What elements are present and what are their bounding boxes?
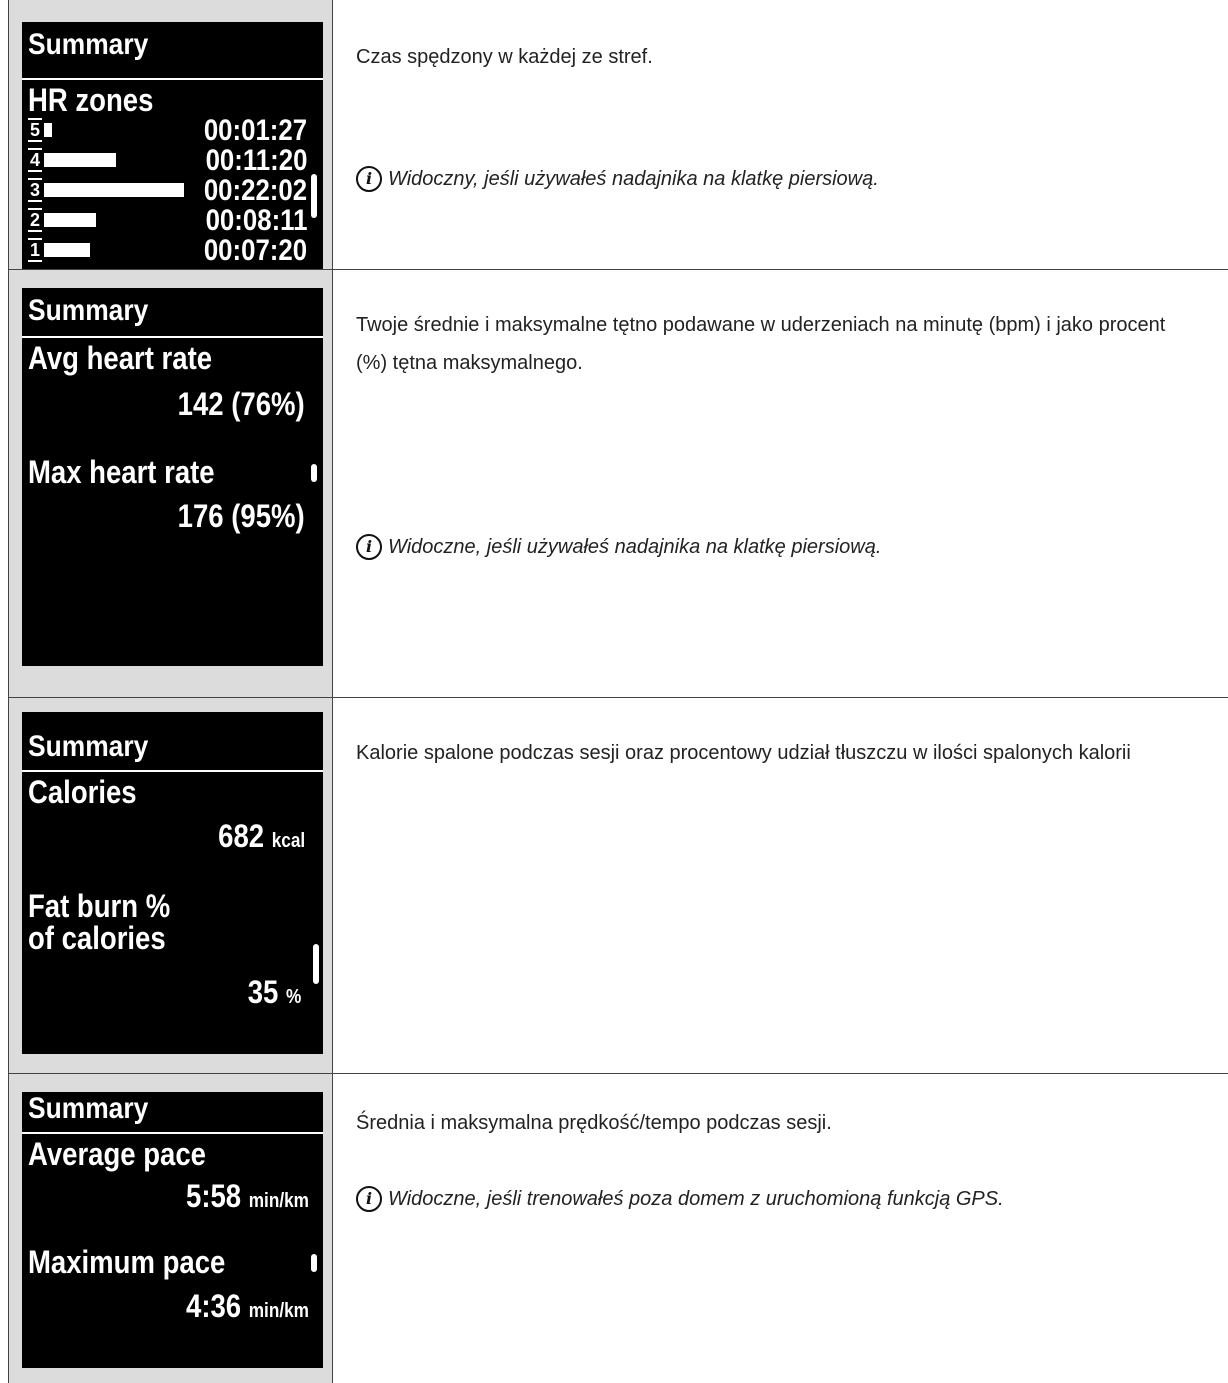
title-underline <box>22 336 323 338</box>
zone-bar <box>44 153 116 167</box>
description-cell: Średnia i maksymalna prędkość/tempo podc… <box>333 1074 1228 1383</box>
zone-time: 00:07:20 <box>203 234 307 267</box>
title-underline <box>22 1132 323 1134</box>
fat-burn-label-line1: Fat burn % <box>28 888 171 924</box>
calories-label: Calories <box>28 774 137 810</box>
max-heart-rate-label: Max heart rate <box>28 454 215 490</box>
zone-time: 00:08:11 <box>205 204 307 237</box>
description-cell: Kalorie spalone podczas sesji oraz proce… <box>333 698 1228 1074</box>
maximum-pace-label: Maximum pace <box>28 1244 226 1280</box>
average-pace-number: 5:58 <box>186 1178 242 1214</box>
zone-bar <box>44 123 52 137</box>
info-note: i Widoczne, jeśli trenowałeś poza domem … <box>356 1186 1004 1212</box>
max-heart-rate-value: 176 (95%) <box>178 498 305 534</box>
calories-value: 682 kcal <box>218 820 305 857</box>
table-row: Summary Average pace 5:58 min/km Maximum… <box>8 1073 1228 1383</box>
fat-burn-unit: % <box>285 986 301 1008</box>
maximum-pace-value: 4:36 min/km <box>186 1290 309 1327</box>
zone-bar <box>44 243 90 257</box>
maximum-pace-unit: min/km <box>248 1300 309 1322</box>
screen-title: Summary <box>28 1092 149 1125</box>
zone-time: 00:11:20 <box>205 144 307 177</box>
summary-table: Summary HR zones 5 00:01:27 4 00:11:20 3… <box>8 0 1228 1383</box>
calories-number: 682 <box>217 818 264 854</box>
table-row: Summary Calories 682 kcal Fat burn % of … <box>8 697 1228 1074</box>
screen-title: Summary <box>28 730 149 763</box>
description-text: Czas spędzony w każdej ze stref. <box>356 46 653 68</box>
info-icon: i <box>356 166 382 192</box>
zone-time: 00:22:02 <box>203 174 307 207</box>
average-pace-unit: min/km <box>248 1190 309 1212</box>
screen-title: Summary <box>28 28 149 61</box>
note-text: Widoczne, jeśli używałeś nadajnika na kl… <box>388 535 882 558</box>
description-text: Średnia i maksymalna prędkość/tempo podc… <box>356 1112 832 1134</box>
table-row: Summary HR zones 5 00:01:27 4 00:11:20 3… <box>8 0 1228 324</box>
screen-cell: Summary Avg heart rate 142 (76%) Max hea… <box>8 270 333 698</box>
scroll-indicator <box>311 174 317 218</box>
description-text: Twoje średnie i maksymalne tętno podawan… <box>356 314 1166 374</box>
zone-number: 2 <box>28 208 42 232</box>
description-cell: Czas spędzony w każdej ze stref. i Widoc… <box>333 0 1228 270</box>
avg-heart-rate-value: 142 (76%) <box>178 386 305 422</box>
zone-bar <box>44 213 96 227</box>
info-note: i Widoczne, jeśli używałeś nadajnika na … <box>356 534 881 560</box>
average-pace-value: 5:58 min/km <box>186 1180 309 1217</box>
title-underline <box>22 770 323 772</box>
note-text: Widoczne, jeśli trenowałeś poza domem z … <box>388 1187 1004 1210</box>
table-row: Summary Avg heart rate 142 (76%) Max hea… <box>8 269 1228 698</box>
description-cell: Twoje średnie i maksymalne tętno podawan… <box>333 270 1228 698</box>
average-pace-label: Average pace <box>28 1136 206 1172</box>
zone-number: 5 <box>28 118 42 142</box>
screen-cell: Summary HR zones 5 00:01:27 4 00:11:20 3… <box>8 0 333 324</box>
fat-burn-value: 35 % <box>247 976 301 1013</box>
scroll-indicator <box>311 1254 317 1272</box>
title-underline <box>22 78 323 80</box>
calories-unit: kcal <box>271 830 305 852</box>
hr-zones-heading: HR zones <box>28 82 154 118</box>
watch-screen-pace: Summary Average pace 5:58 min/km Maximum… <box>22 1092 323 1368</box>
description-text: Kalorie spalone podczas sesji oraz proce… <box>356 742 1131 764</box>
zone-number: 4 <box>28 148 42 172</box>
info-icon: i <box>356 534 382 560</box>
screen-title: Summary <box>28 294 149 327</box>
zone-number: 3 <box>28 178 42 202</box>
fat-burn-label-line2: of calories <box>28 920 166 956</box>
zone-number: 1 <box>28 238 42 262</box>
scroll-indicator <box>311 464 317 482</box>
watch-screen-calories: Summary Calories 682 kcal Fat burn % of … <box>22 712 323 1054</box>
maximum-pace-number: 4:36 <box>186 1288 242 1324</box>
watch-screen-heart-rate: Summary Avg heart rate 142 (76%) Max hea… <box>22 288 323 666</box>
zone-bar <box>44 183 184 197</box>
screen-cell: Summary Average pace 5:58 min/km Maximum… <box>8 1074 333 1383</box>
scroll-indicator <box>313 944 319 984</box>
avg-heart-rate-label: Avg heart rate <box>28 340 213 376</box>
zone-time: 00:01:27 <box>203 114 307 147</box>
fat-burn-number: 35 <box>247 974 279 1010</box>
note-text: Widoczny, jeśli używałeś nadajnika na kl… <box>388 167 879 190</box>
info-note: i Widoczny, jeśli używałeś nadajnika na … <box>356 166 879 192</box>
info-icon: i <box>356 1186 382 1212</box>
screen-cell: Summary Calories 682 kcal Fat burn % of … <box>8 698 333 1074</box>
